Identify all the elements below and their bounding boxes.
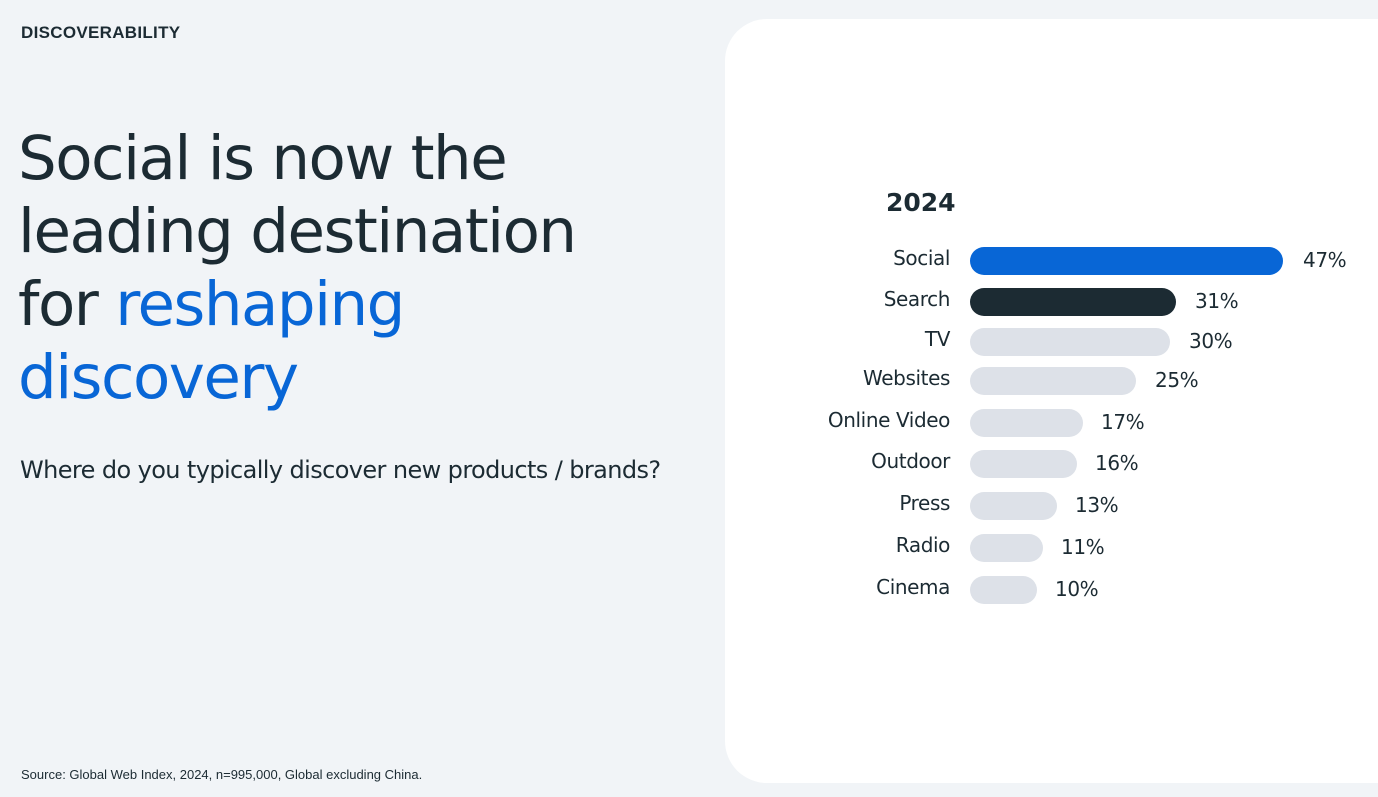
bar-tv: [970, 328, 1170, 356]
chart-row: Search 31%: [0, 287, 1378, 316]
bar-label: Social: [893, 246, 950, 270]
bar-value-label: 17%: [1101, 410, 1145, 434]
chart-row: Outdoor 16%: [0, 449, 1378, 478]
bar-value-label: 10%: [1055, 577, 1099, 601]
page-headline: Social is now the leading destination fo…: [18, 122, 698, 414]
bar-label: Press: [899, 491, 950, 515]
chart-row: TV 30%: [0, 327, 1378, 356]
chart-title: 2024: [886, 188, 956, 217]
bar-label: Online Video: [827, 408, 951, 432]
chart-row: Radio 11%: [0, 533, 1378, 562]
headline-accent-reshaping: reshaping: [115, 269, 405, 340]
bar-label: Websites: [863, 366, 950, 390]
section-eyebrow: DISCOVERABILITY: [21, 23, 181, 42]
chart-row: Social 47%: [0, 246, 1378, 275]
headline-accent-discovery: discovery: [18, 342, 299, 413]
bar-value-label: 30%: [1189, 329, 1233, 353]
bar-search: [970, 288, 1176, 316]
bar-value-label: 11%: [1061, 535, 1105, 559]
bar-label: Cinema: [876, 575, 950, 599]
bar-radio: [970, 534, 1043, 562]
bar-outdoor: [970, 450, 1077, 478]
bar-social: [970, 247, 1283, 275]
bar-label: Outdoor: [871, 449, 950, 473]
chart-card: [725, 19, 1378, 783]
headline-line-1: Social is now the: [18, 123, 508, 194]
bar-value-label: 25%: [1155, 368, 1199, 392]
bar-value-label: 16%: [1095, 451, 1139, 475]
headline-line-3-plain: for: [18, 269, 116, 340]
chart-row: Cinema 10%: [0, 575, 1378, 604]
bar-label: TV: [924, 327, 951, 351]
chart-row: Press 13%: [0, 491, 1378, 520]
bar-online-video: [970, 409, 1083, 437]
bar-press: [970, 492, 1057, 520]
bar-label: Search: [883, 287, 951, 311]
bar-cinema: [970, 576, 1037, 604]
bar-value-label: 31%: [1195, 289, 1239, 313]
chart-row: Online Video 17%: [0, 408, 1378, 437]
bar-label: Radio: [895, 533, 951, 557]
bar-value-label: 47%: [1303, 248, 1347, 272]
headline-line-2: leading destination: [18, 196, 577, 267]
bar-websites: [970, 367, 1136, 395]
source-footnote: Source: Global Web Index, 2024, n=995,00…: [21, 767, 423, 782]
survey-question: Where do you typically discover new prod…: [20, 456, 661, 484]
bar-value-label: 13%: [1075, 493, 1119, 517]
chart-row: Websites 25%: [0, 366, 1378, 395]
